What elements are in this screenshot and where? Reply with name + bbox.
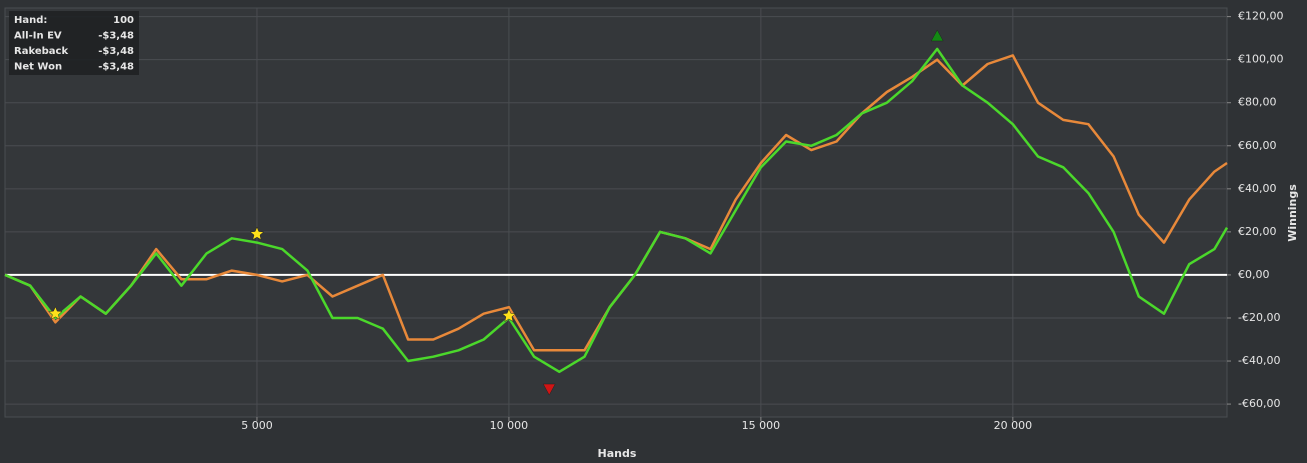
y-tick-label: -€20,00 bbox=[1238, 311, 1280, 324]
info-label: Hand: bbox=[14, 15, 47, 26]
y-tick-label: €0,00 bbox=[1238, 268, 1270, 281]
y-tick-label: €120,00 bbox=[1238, 10, 1284, 23]
series-line bbox=[4, 47, 1229, 374]
x-tick-label: 10 000 bbox=[490, 419, 529, 432]
marker bbox=[930, 29, 944, 42]
y-tick-label: -€40,00 bbox=[1238, 354, 1280, 367]
info-label: Rakeback bbox=[14, 46, 68, 57]
info-label: All-In EV bbox=[14, 31, 62, 42]
marker bbox=[48, 306, 63, 320]
info-box-bg bbox=[9, 11, 139, 75]
info-box: Hand: 100 All-In EV -$3,48 Rakeback -$3,48 Net… bbox=[9, 11, 139, 75]
x-tick-label: 5 000 bbox=[241, 419, 273, 432]
lines bbox=[4, 29, 1229, 396]
info-value: -$3,48 bbox=[98, 62, 134, 73]
y-tick-label: €20,00 bbox=[1238, 225, 1277, 238]
x-tick-label: 20 000 bbox=[994, 419, 1033, 432]
info-value: 100 bbox=[113, 15, 134, 26]
x-axis-title: Hands bbox=[598, 447, 637, 460]
y-axis-title: Winnings bbox=[1286, 184, 1299, 242]
info-value: -$3,48 bbox=[98, 46, 134, 57]
info-label: Net Won bbox=[14, 62, 62, 73]
y-tick-label: €60,00 bbox=[1238, 139, 1277, 152]
y-tick-label: €100,00 bbox=[1238, 53, 1284, 66]
marker bbox=[249, 226, 265, 241]
y-tick-label: €40,00 bbox=[1238, 182, 1277, 195]
info-value: -$3,48 bbox=[98, 31, 134, 42]
y-tick-label: €80,00 bbox=[1238, 96, 1277, 109]
marker bbox=[501, 308, 517, 323]
marker bbox=[542, 383, 556, 396]
x-tick-label: 15 000 bbox=[742, 419, 781, 432]
grid bbox=[5, 8, 1231, 421]
plot-area bbox=[4, 7, 1228, 418]
y-tick-label: -€60,00 bbox=[1238, 397, 1280, 410]
